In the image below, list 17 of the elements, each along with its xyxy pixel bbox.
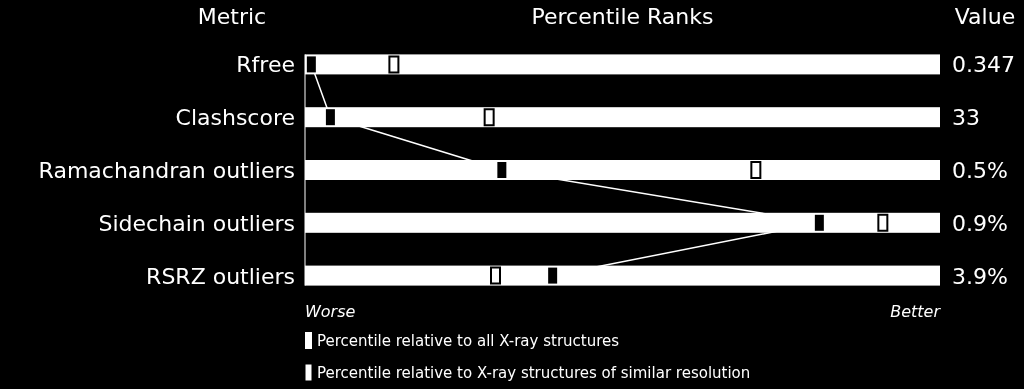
legend-label: Percentile relative to X-ray structures of similar resolution xyxy=(317,364,751,382)
y2-axis-title: Value xyxy=(954,4,1016,29)
y-tick-label: Sidechain outliers xyxy=(98,210,295,236)
text: 33 xyxy=(952,105,980,131)
y-tick-label: Rfree xyxy=(236,52,295,78)
text: Better xyxy=(890,302,942,321)
text: 0.347 xyxy=(952,52,1015,78)
y-axis-title: Metric xyxy=(197,4,267,29)
text: 0.9% xyxy=(952,210,1008,236)
y-tick-label: RSRZ outliers xyxy=(146,263,295,289)
chart-title: Percentile Ranks xyxy=(531,4,714,29)
text: 0.5% xyxy=(952,158,1008,183)
legend-label: Percentile relative to all X-ray structures xyxy=(317,332,620,350)
y-tick-label: Ramachandran outliers xyxy=(38,158,295,183)
y-tick-label: Clashscore xyxy=(175,105,295,131)
text: Worse xyxy=(305,302,356,321)
text: 3.9% xyxy=(952,263,1008,289)
